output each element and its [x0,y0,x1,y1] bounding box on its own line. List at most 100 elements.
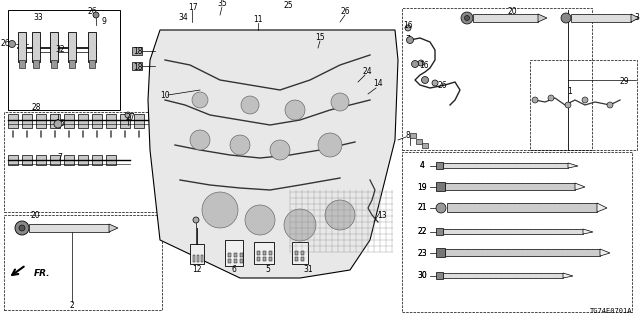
Bar [106,114,116,128]
Bar [225,240,243,266]
Bar [443,229,583,234]
Circle shape [54,120,62,128]
Text: TG74E0701A: TG74E0701A [589,308,632,314]
Text: 2: 2 [70,301,74,310]
Polygon shape [597,203,607,212]
Bar [443,163,568,168]
Circle shape [607,102,613,108]
Circle shape [565,102,571,108]
Text: 26: 26 [0,39,10,49]
Circle shape [548,95,554,101]
Bar [234,253,237,257]
Bar [416,139,422,144]
Text: 21: 21 [417,204,427,212]
Text: 16: 16 [419,60,429,69]
Text: 6: 6 [232,266,236,275]
Bar [263,251,266,255]
Polygon shape [109,224,118,232]
Bar [22,155,32,165]
Bar [8,114,18,128]
Circle shape [418,60,424,66]
Circle shape [190,130,210,150]
Bar [8,10,120,110]
Text: 35: 35 [217,0,227,9]
Text: 30: 30 [417,271,427,281]
Text: 19: 19 [417,182,427,191]
Bar [64,114,74,128]
Bar [530,60,637,150]
Bar [50,155,60,165]
Bar [106,155,116,165]
Polygon shape [600,249,610,256]
Text: 9: 9 [102,18,106,27]
Bar [68,32,76,62]
Circle shape [284,209,316,241]
Circle shape [202,192,238,228]
Polygon shape [568,163,578,168]
Circle shape [318,133,342,157]
Bar [132,62,142,70]
Text: FR.: FR. [34,268,51,277]
Circle shape [241,96,259,114]
Bar [228,259,231,263]
Circle shape [125,112,131,118]
Bar [295,251,298,255]
Bar [29,224,109,232]
Text: 23: 23 [417,249,427,258]
Text: 22: 22 [417,228,427,236]
Text: 27: 27 [125,114,135,123]
Bar [32,32,40,62]
Bar [4,215,162,310]
Text: 20: 20 [507,7,517,17]
Bar [263,257,266,261]
Bar [301,251,304,255]
Bar [132,47,142,55]
Bar [436,182,445,191]
Text: 14: 14 [373,79,383,89]
Bar [410,133,416,138]
Circle shape [405,25,411,31]
Text: 8: 8 [406,131,410,140]
Text: 17: 17 [188,3,198,12]
Bar [51,60,57,68]
Text: 7: 7 [406,36,410,44]
Text: 28: 28 [31,102,41,111]
Bar [64,155,74,165]
Text: 3: 3 [635,13,639,22]
Bar [254,242,274,264]
Bar [422,143,428,148]
Bar [436,228,443,235]
Text: 5: 5 [266,266,271,275]
Circle shape [325,200,355,230]
Bar [240,259,243,263]
Text: 4: 4 [420,162,424,171]
Bar [571,14,631,22]
Bar [402,152,632,312]
Text: 29: 29 [619,77,629,86]
Circle shape [422,76,429,84]
Circle shape [285,100,305,120]
Bar [295,257,298,261]
Text: 20: 20 [30,211,40,220]
Bar [36,114,46,128]
Text: 24: 24 [362,68,372,76]
Text: 19: 19 [417,182,427,191]
Polygon shape [583,229,593,234]
Bar [269,251,272,255]
Text: 26: 26 [87,7,97,17]
Bar [197,255,199,262]
Circle shape [465,15,470,20]
Bar [4,112,162,212]
Text: 32: 32 [55,45,65,54]
Bar [33,60,39,68]
Circle shape [432,80,438,86]
Bar [292,242,308,264]
Circle shape [331,93,349,111]
Circle shape [8,41,15,47]
Circle shape [245,205,275,235]
Text: 34: 34 [178,13,188,22]
Bar [193,255,195,262]
Circle shape [436,203,446,213]
Bar [443,273,563,278]
Text: 22: 22 [417,228,427,236]
